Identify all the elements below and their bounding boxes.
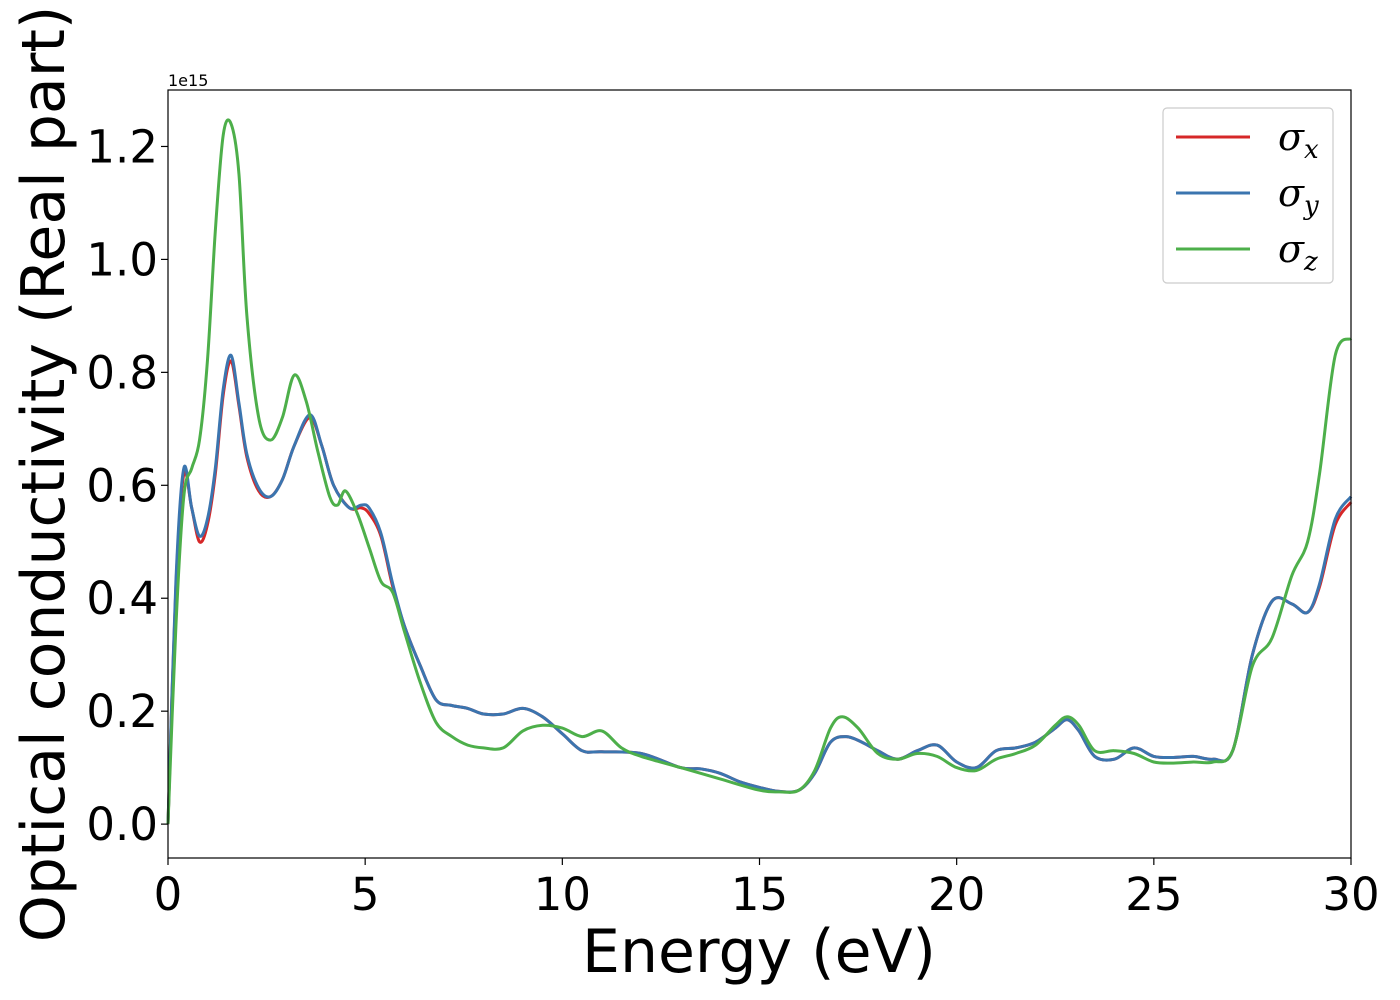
x-tick-label: 10: [534, 868, 591, 921]
x-tick-label: 5: [351, 868, 380, 921]
series-layer: [166, 118, 1353, 825]
x-tick-label: 30: [1322, 868, 1379, 921]
y-tick-label: 1.2: [86, 120, 158, 173]
plot-area: [168, 90, 1351, 858]
y-axis: 0.0 0.2 0.4 0.6 0.8 1.0 1.2: [86, 120, 168, 851]
legend-label-z: σz: [1278, 227, 1318, 277]
x-tick-label: 15: [731, 868, 788, 921]
y-tick-label: 0.6: [86, 459, 158, 512]
x-tick-label: 20: [928, 868, 985, 921]
y-tick-label: 0.2: [86, 685, 158, 738]
y-tick-label: 0.8: [86, 346, 158, 399]
y-axis-label: Optical conductivity (Real part): [9, 6, 79, 943]
y-tick-label: 1.0: [86, 233, 158, 286]
legend: σx σy σz: [1162, 107, 1334, 284]
legend-frame: [1162, 107, 1334, 284]
series-line-z: [166, 118, 1353, 825]
x-axis-label: Energy (eV): [582, 917, 936, 987]
x-tick-label: 0: [154, 868, 183, 921]
legend-label-x: σx: [1278, 115, 1319, 165]
x-tick-label: 25: [1125, 868, 1182, 921]
legend-label-y: σy: [1278, 171, 1319, 221]
y-tick-label: 0.4: [86, 572, 158, 625]
y-offset-text: 1e15: [168, 71, 208, 90]
y-tick-label: 0.0: [86, 798, 158, 851]
x-axis: 0 5 10 15 20 25 30: [154, 858, 1380, 921]
